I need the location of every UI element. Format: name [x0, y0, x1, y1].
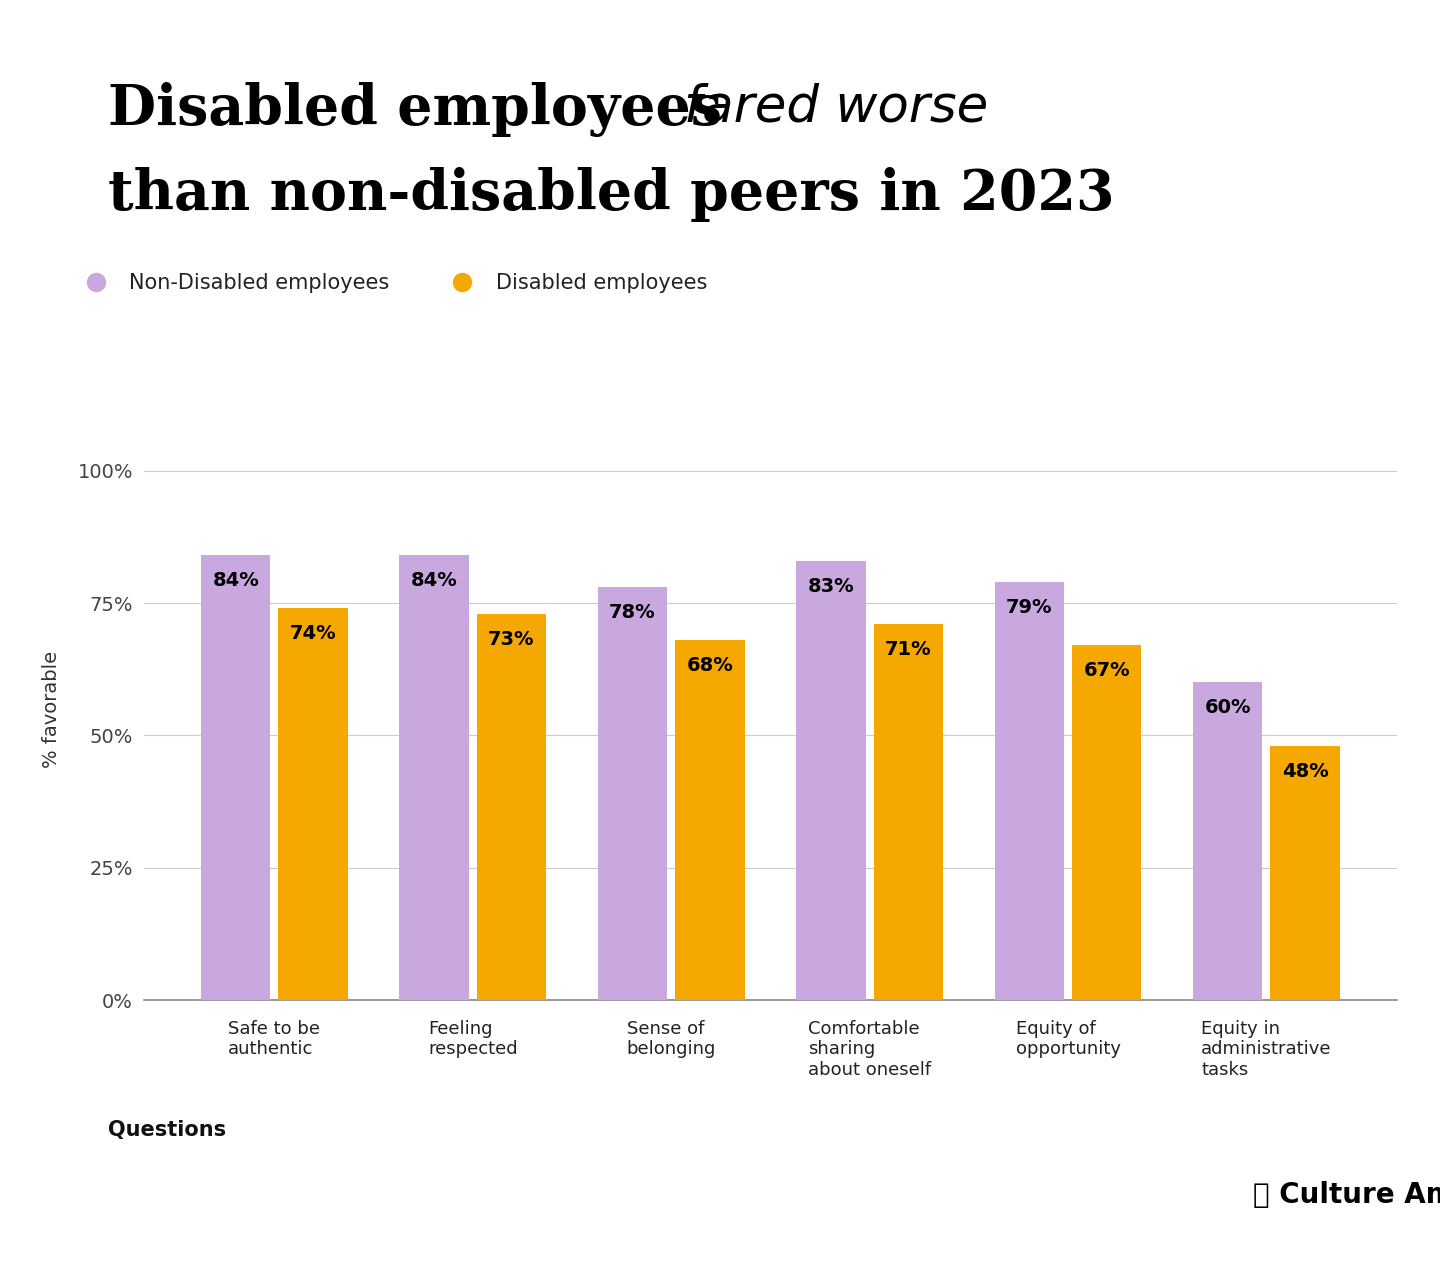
Text: 60%: 60% — [1204, 699, 1251, 718]
Text: 83%: 83% — [808, 576, 854, 595]
Bar — [477, 614, 546, 1000]
Text: fared worse: fared worse — [684, 82, 988, 132]
Text: than non-disabled peers in 2023: than non-disabled peers in 2023 — [108, 167, 1115, 222]
Text: 71%: 71% — [886, 641, 932, 660]
Text: 84%: 84% — [212, 571, 259, 590]
Text: 68%: 68% — [687, 656, 733, 675]
Bar — [675, 641, 744, 1000]
Text: 79%: 79% — [1007, 598, 1053, 617]
Bar — [1192, 682, 1263, 1000]
Text: 48%: 48% — [1282, 762, 1329, 781]
Bar — [598, 587, 667, 1000]
Legend: Non-Disabled employees, Disabled employees: Non-Disabled employees, Disabled employe… — [66, 265, 716, 301]
Bar — [202, 556, 271, 1000]
Bar — [796, 561, 865, 1000]
Text: 67%: 67% — [1083, 661, 1130, 680]
Text: 74%: 74% — [289, 624, 337, 643]
Text: 84%: 84% — [410, 571, 458, 590]
Text: 73%: 73% — [488, 629, 534, 648]
Bar — [1071, 646, 1142, 1000]
Bar — [874, 624, 943, 1000]
Bar — [995, 582, 1064, 1000]
Bar — [1270, 746, 1339, 1000]
Text: Ⓒ Culture Amp: Ⓒ Culture Amp — [1253, 1181, 1440, 1209]
Y-axis label: % favorable: % favorable — [42, 651, 60, 767]
Text: 78%: 78% — [609, 603, 655, 622]
Text: Questions: Questions — [108, 1120, 226, 1141]
Bar — [399, 556, 469, 1000]
Bar — [278, 609, 348, 1000]
Text: Disabled employees: Disabled employees — [108, 82, 742, 137]
